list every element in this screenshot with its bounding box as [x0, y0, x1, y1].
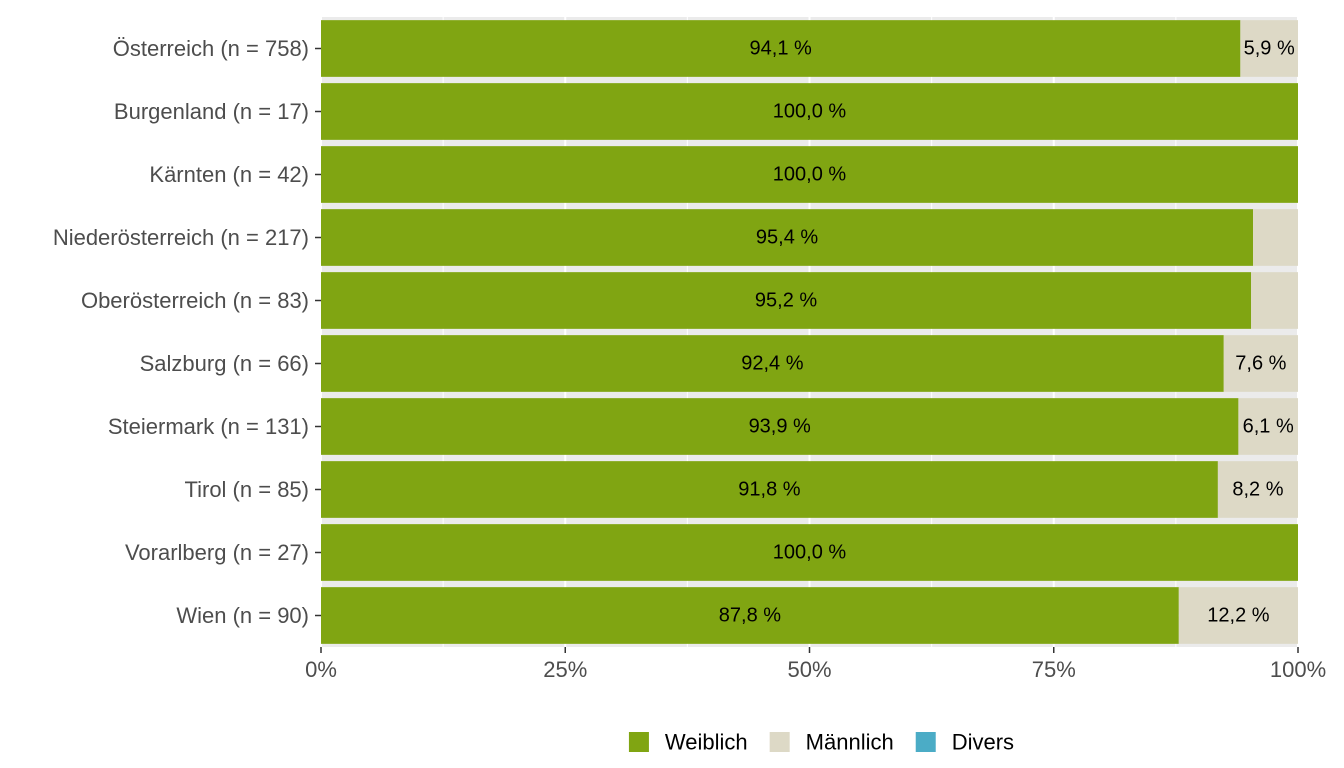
- data-label: 100,0 %: [773, 542, 847, 564]
- bar-segment-männlich: [1223, 335, 1298, 392]
- data-label: 100,0 %: [773, 164, 847, 186]
- bar-segment-männlich: [1178, 587, 1298, 644]
- x-tick-label: 75%: [1032, 657, 1076, 682]
- x-tick-label: 100%: [1270, 657, 1326, 682]
- bar-segment-weiblich: [321, 272, 1252, 329]
- data-label: 91,8 %: [738, 479, 800, 501]
- data-label: 12,2 %: [1207, 605, 1269, 627]
- bar-segment-männlich: [1251, 272, 1298, 329]
- data-label: 95,4 %: [756, 227, 818, 249]
- bar-segment-weiblich: [321, 209, 1254, 266]
- bar-segment-männlich: [1253, 209, 1298, 266]
- y-tick-label: Niederösterreich (n = 217): [53, 225, 309, 250]
- x-tick-label: 50%: [787, 657, 831, 682]
- legend-key-männlich: [769, 732, 790, 752]
- data-label: 6,1 %: [1243, 416, 1294, 438]
- y-tick-label: Oberösterreich (n = 83): [81, 288, 309, 313]
- bar-segment-männlich: [1240, 20, 1298, 77]
- data-label: 95,2 %: [755, 290, 817, 312]
- legend: Weiblich Männlich Divers: [628, 730, 1014, 755]
- legend-label: Divers: [952, 730, 1014, 755]
- legend-label: Männlich: [806, 730, 894, 755]
- x-tick-label: 25%: [543, 657, 587, 682]
- data-label: 7,6 %: [1235, 353, 1286, 375]
- y-tick-label: Kärnten (n = 42): [149, 162, 309, 187]
- bar-segment-weiblich: [321, 587, 1179, 644]
- bar-segment-weiblich: [321, 83, 1298, 140]
- y-tick-label: Tirol (n = 85): [184, 477, 309, 502]
- y-axis: Österreich (n = 758) Burgenland (n = 17) K…: [53, 36, 321, 628]
- x-tick-label: 0%: [305, 657, 337, 682]
- y-tick-label: Wien (n = 90): [176, 603, 309, 628]
- legend-key-divers: [915, 732, 936, 752]
- y-tick-label: Steiermark (n = 131): [108, 414, 309, 439]
- bar-segment-männlich: [1238, 398, 1298, 455]
- data-label: 8,2 %: [1232, 479, 1283, 501]
- y-tick-label: Vorarlberg (n = 27): [125, 540, 309, 565]
- data-label: 100,0 %: [773, 101, 847, 123]
- bar-segment-weiblich: [321, 461, 1218, 518]
- y-tick-label: Salzburg (n = 66): [140, 351, 309, 376]
- bar-segment-weiblich: [321, 20, 1241, 77]
- legend-label: Weiblich: [665, 730, 748, 755]
- data-label: 87,8 %: [719, 605, 781, 627]
- y-tick-label: Österreich (n = 758): [113, 36, 309, 61]
- bar-segment-männlich: [1217, 461, 1298, 518]
- bars-layer: [321, 20, 1298, 644]
- data-label: 92,4 %: [741, 353, 803, 375]
- bar-segment-weiblich: [321, 146, 1298, 203]
- bar-segment-weiblich: [321, 335, 1224, 392]
- x-axis: 0% 25% 50% 75% 100%: [305, 647, 1326, 682]
- legend-key-weiblich: [628, 732, 649, 752]
- y-tick-label: Burgenland (n = 17): [114, 99, 309, 124]
- data-label: 5,9 %: [1244, 38, 1295, 60]
- bar-segment-weiblich: [321, 524, 1298, 581]
- data-label: 94,1 %: [750, 38, 812, 60]
- data-labels-layer: 94,1 % 5,9 % 100,0 % 100,0 % 95,4 % 95,2 % 92,…: [719, 38, 1295, 627]
- bar-segment-weiblich: [321, 398, 1239, 455]
- data-label: 93,9 %: [749, 416, 811, 438]
